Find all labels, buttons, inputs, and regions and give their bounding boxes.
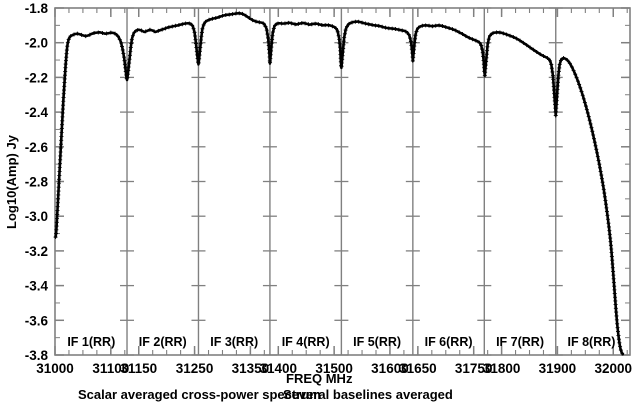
- band-label-if-7: IF 7(RR): [496, 335, 544, 349]
- x-tick-label: 31250: [176, 361, 214, 376]
- x-tick-label: 31600: [371, 361, 409, 376]
- data-series: [53, 11, 625, 356]
- y-tick-label: -3.2: [25, 244, 48, 259]
- x-tick-label: 31350: [232, 361, 270, 376]
- y-axis-title: Log10(Amp) Jy: [4, 134, 19, 229]
- band-label-if-6: IF 6(RR): [425, 335, 473, 349]
- x-tick-label: 31800: [483, 361, 521, 376]
- band-label-if-5: IF 5(RR): [353, 335, 401, 349]
- band-label-if-8: IF 8(RR): [568, 335, 616, 349]
- x-tick-label: 31100: [92, 361, 129, 376]
- y-tick-label: -2.6: [25, 140, 49, 155]
- y-tick-label: -1.8: [25, 1, 49, 16]
- y-tick-label: -2.4: [25, 105, 49, 120]
- x-tick-label: 31000: [36, 361, 74, 376]
- y-tick-label: -3.0: [25, 209, 48, 224]
- band-label-if-1: IF 1(RR): [67, 335, 115, 349]
- x-tick-label: 31150: [120, 361, 157, 376]
- y-tick-label: -2.2: [25, 70, 48, 85]
- band-label-if-3: IF 3(RR): [210, 335, 258, 349]
- x-tick-label: 31750: [455, 361, 493, 376]
- y-tick-label: -2.0: [25, 36, 48, 51]
- band-label-if-4: IF 4(RR): [282, 335, 330, 349]
- x-axis-title: FREQ MHz: [286, 371, 353, 386]
- y-tick-label: -3.4: [25, 279, 49, 294]
- y-axis-ticks: [55, 7, 630, 356]
- y-tick-label: -2.8: [25, 175, 49, 190]
- caption-left: Scalar averaged cross-power spectrum: [78, 387, 321, 402]
- x-tick-label: 31500: [315, 361, 353, 376]
- y-tick-label: -3.8: [25, 348, 49, 363]
- x-axis-ticks: [54, 8, 628, 355]
- x-tick-label: 31650: [399, 361, 437, 376]
- band-labels: IF 1(RR) IF 2(RR) IF 3(RR) IF 4(RR) IF 5(RR)…: [67, 335, 615, 349]
- x-tick-label: 32000: [594, 361, 632, 376]
- y-tick-label: -3.6: [25, 313, 49, 328]
- x-tick-label: 31900: [539, 361, 577, 376]
- caption-right: Several baselines averaged: [283, 387, 453, 402]
- band-label-if-2: IF 2(RR): [139, 335, 187, 349]
- y-tick-labels: -1.8 -2.0 -2.2 -2.4 -2.6 -2.8 -3.0 -3.2 -3.4 -3.6…: [25, 1, 49, 363]
- x-tick-label: 31400: [260, 361, 298, 376]
